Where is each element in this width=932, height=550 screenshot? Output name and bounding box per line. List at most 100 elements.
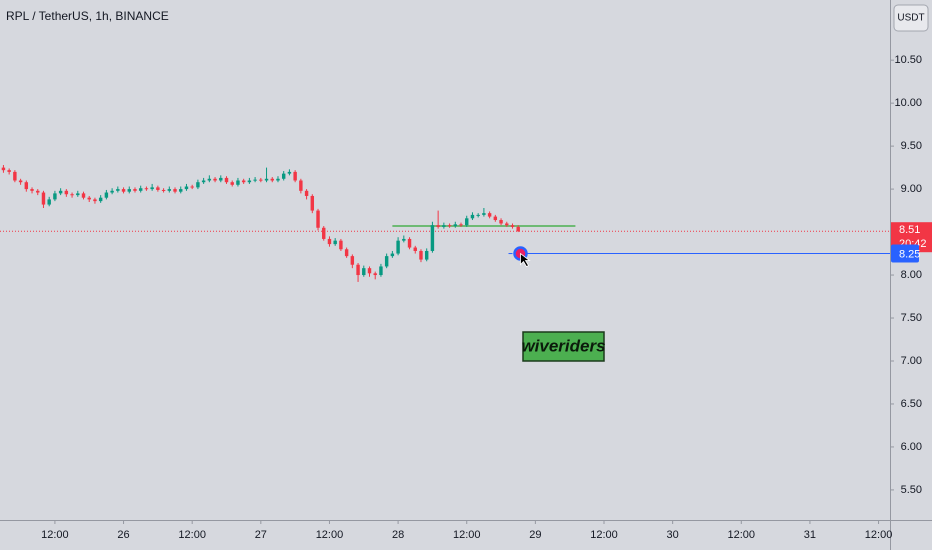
currency-button[interactable] [893, 4, 929, 32]
candle-body [58, 190, 63, 194]
candle-body [184, 186, 189, 190]
annotation-box [522, 331, 605, 362]
candle-body [98, 197, 103, 202]
currency-label[interactable]: USDT [897, 13, 924, 24]
candle-body [64, 190, 69, 195]
x-tick-label: 12:00 [41, 529, 69, 541]
x-tick-label: 28 [392, 529, 404, 541]
candle-body [190, 186, 194, 188]
candle-body [379, 266, 383, 276]
candle-body [167, 189, 172, 191]
y-tick-label: 9.00 [901, 183, 922, 195]
x-tick-label: 26 [117, 529, 129, 541]
candle-body [150, 187, 154, 190]
candle-body [201, 180, 206, 183]
candle-body [264, 178, 269, 181]
candle-body [241, 180, 246, 183]
candle-body [253, 179, 257, 181]
x-tick-label: 12:00 [178, 529, 206, 541]
y-tick-label: 6.50 [901, 398, 922, 410]
candle-body [116, 189, 120, 191]
alert-price-tag [891, 244, 919, 263]
candle-body [213, 178, 217, 181]
candle-body [104, 192, 109, 198]
candle-body [30, 189, 34, 191]
x-tick-label: 30 [667, 529, 679, 541]
candle-body [53, 193, 57, 200]
candle-body [281, 173, 286, 179]
candle-body [47, 199, 51, 205]
candle-body [236, 180, 240, 185]
candle-body [93, 199, 97, 202]
candle-body [310, 195, 315, 211]
candle-body [344, 249, 349, 257]
candle-body [510, 225, 515, 227]
candle-body [487, 213, 492, 217]
candle-body [173, 189, 177, 192]
candle-body [459, 224, 463, 226]
candle-body [396, 240, 400, 254]
candle-body [276, 178, 280, 181]
annotation-text: wiveriders [521, 336, 605, 355]
y-tick-label: 7.50 [901, 312, 922, 324]
candle-body [76, 193, 80, 196]
candle-body [516, 226, 520, 232]
candle-body [470, 214, 475, 219]
candle-body [367, 268, 372, 274]
candle-body [453, 224, 458, 227]
candle-body [304, 190, 309, 196]
x-tick-label: 12:00 [590, 529, 618, 541]
last-price-label: 8.51 [899, 224, 920, 236]
candle-body [179, 189, 183, 192]
candle-body [316, 210, 320, 228]
candle-body [87, 197, 91, 200]
candle-body [407, 238, 412, 248]
candle-body [413, 247, 417, 251]
candle-body [161, 189, 166, 191]
candle-body [247, 180, 252, 183]
candle-body [384, 256, 389, 267]
candle-body [24, 182, 29, 190]
candle-body [356, 264, 360, 276]
candle-body [287, 171, 292, 174]
candle-body [333, 240, 337, 245]
candle-body [293, 171, 297, 181]
candle-body [442, 225, 446, 227]
candle-body [41, 192, 46, 205]
y-tick-label: 7.00 [901, 355, 922, 367]
candle-body [121, 189, 126, 192]
x-tick-label: 31 [804, 529, 816, 541]
y-tick-label: 5.50 [901, 484, 922, 496]
x-tick-label: 12:00 [865, 529, 893, 541]
candle-body [270, 178, 274, 181]
candle-body [339, 240, 343, 250]
candle-body [259, 179, 263, 181]
candle-body [499, 220, 503, 224]
candle-body [465, 218, 469, 226]
cursor [520, 252, 531, 268]
candle-body [476, 214, 480, 216]
x-tick-label: 12:00 [316, 529, 344, 541]
candle-body [419, 250, 423, 260]
candle-body [7, 170, 11, 172]
candle-body [13, 171, 17, 181]
candle-body [402, 238, 406, 241]
candle-body [207, 178, 212, 181]
y-tick-label: 8.00 [901, 269, 922, 281]
candle-body [70, 194, 74, 196]
candle-body [196, 182, 200, 188]
candle-body [1, 167, 6, 171]
x-tick-label: 12:00 [728, 529, 756, 541]
candle-body [493, 216, 498, 221]
candle-body [81, 193, 86, 198]
candle-body [127, 189, 131, 192]
candle-body [18, 180, 23, 183]
candle-body [447, 225, 452, 227]
candle-body [133, 189, 137, 191]
candle-body [362, 268, 366, 276]
candle-body [224, 177, 229, 183]
candle-body [299, 180, 303, 191]
